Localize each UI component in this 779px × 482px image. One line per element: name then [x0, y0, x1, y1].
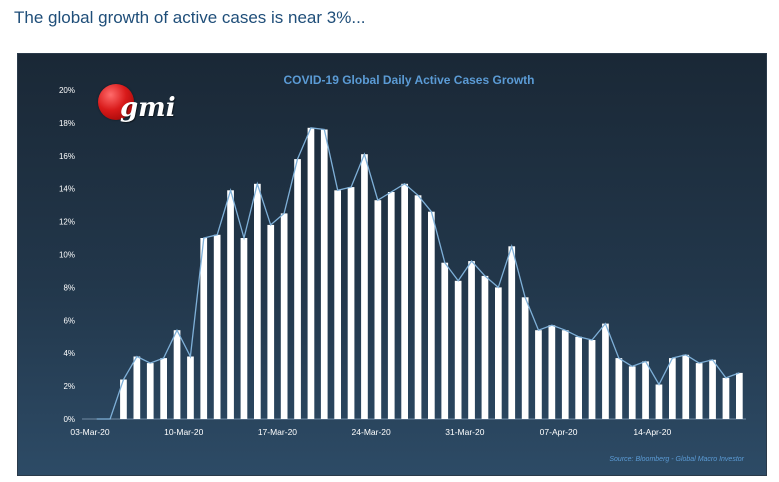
bar: [146, 363, 154, 419]
y-tick-label: 20%: [59, 86, 75, 95]
bar: [120, 379, 127, 419]
x-tick-label: 17-Mar-20: [258, 427, 297, 437]
bar: [173, 330, 181, 419]
x-tick-label: 24-Mar-20: [352, 427, 391, 437]
source-note: Source: Bloomberg - Global Macro Investo…: [609, 456, 744, 463]
headline: The global growth of active cases is nea…: [14, 8, 366, 27]
y-tick-label: 16%: [59, 152, 75, 161]
bar: [615, 358, 623, 419]
y-tick-label: 0%: [63, 415, 75, 424]
bar: [200, 238, 208, 419]
bar: [187, 356, 194, 419]
bar: [307, 127, 315, 420]
bar: [602, 323, 609, 419]
bar: [495, 287, 502, 419]
bar: [521, 297, 529, 419]
bar: [374, 200, 382, 419]
bar: [267, 224, 275, 419]
bar: [655, 384, 663, 419]
bar: [294, 159, 301, 419]
logo-globe-icon: [98, 84, 134, 120]
bar: [347, 187, 355, 419]
bar: [575, 336, 582, 420]
bar: [642, 361, 649, 419]
x-tick-label: 03-Mar-20: [70, 427, 109, 437]
bar: [628, 366, 636, 419]
bar: [695, 363, 703, 419]
bar: [722, 377, 730, 419]
y-tick-label: 10%: [59, 251, 75, 260]
bar: [227, 190, 234, 419]
bar: [508, 246, 516, 419]
bar: [213, 234, 221, 419]
bar: [334, 190, 341, 419]
bar: [548, 325, 556, 419]
x-tick-label: 10-Mar-20: [164, 427, 203, 437]
bar: [468, 261, 475, 419]
bar: [160, 358, 167, 419]
bar: [280, 213, 288, 419]
trend-line: [96, 127, 740, 420]
y-tick-label: 6%: [63, 316, 75, 325]
bar: [588, 340, 596, 419]
logo-text: gmi: [120, 93, 176, 123]
bar: [669, 358, 676, 419]
y-tick-label: 8%: [63, 283, 75, 292]
y-tick-label: 2%: [63, 382, 75, 391]
y-tick-label: 18%: [59, 119, 75, 128]
y-tick-label: 4%: [63, 349, 75, 358]
bar: [561, 330, 569, 419]
x-tick-label: 14-Apr-20: [633, 427, 671, 437]
bar: [414, 195, 422, 419]
y-axis: 0% 2% 4% 6% 8% 10% 12% 14% 16% 18% 20%: [59, 86, 75, 424]
bar: [254, 183, 261, 419]
bar: [401, 183, 408, 419]
x-tick-label: 07-Apr-20: [540, 427, 578, 437]
bar: [682, 354, 690, 419]
bar: [428, 211, 435, 419]
bar: [481, 275, 489, 419]
chart-title: COVID-19 Global Daily Active Cases Growt…: [284, 73, 535, 87]
bar: [387, 192, 395, 419]
bar: [361, 154, 368, 419]
y-tick-label: 14%: [59, 185, 75, 194]
bar: [240, 238, 248, 419]
bars: [120, 127, 743, 420]
bar: [454, 280, 462, 419]
bar: [133, 356, 141, 419]
x-tick-label: 31-Mar-20: [445, 427, 484, 437]
y-tick-label: 12%: [59, 218, 75, 227]
x-axis: 03-Mar-20 10-Mar-20 17-Mar-20 24-Mar-20 31-M…: [70, 418, 746, 437]
bar: [736, 372, 743, 419]
bar: [535, 330, 542, 419]
bar: [709, 359, 716, 419]
bar: [320, 129, 328, 419]
bar: [441, 262, 449, 419]
